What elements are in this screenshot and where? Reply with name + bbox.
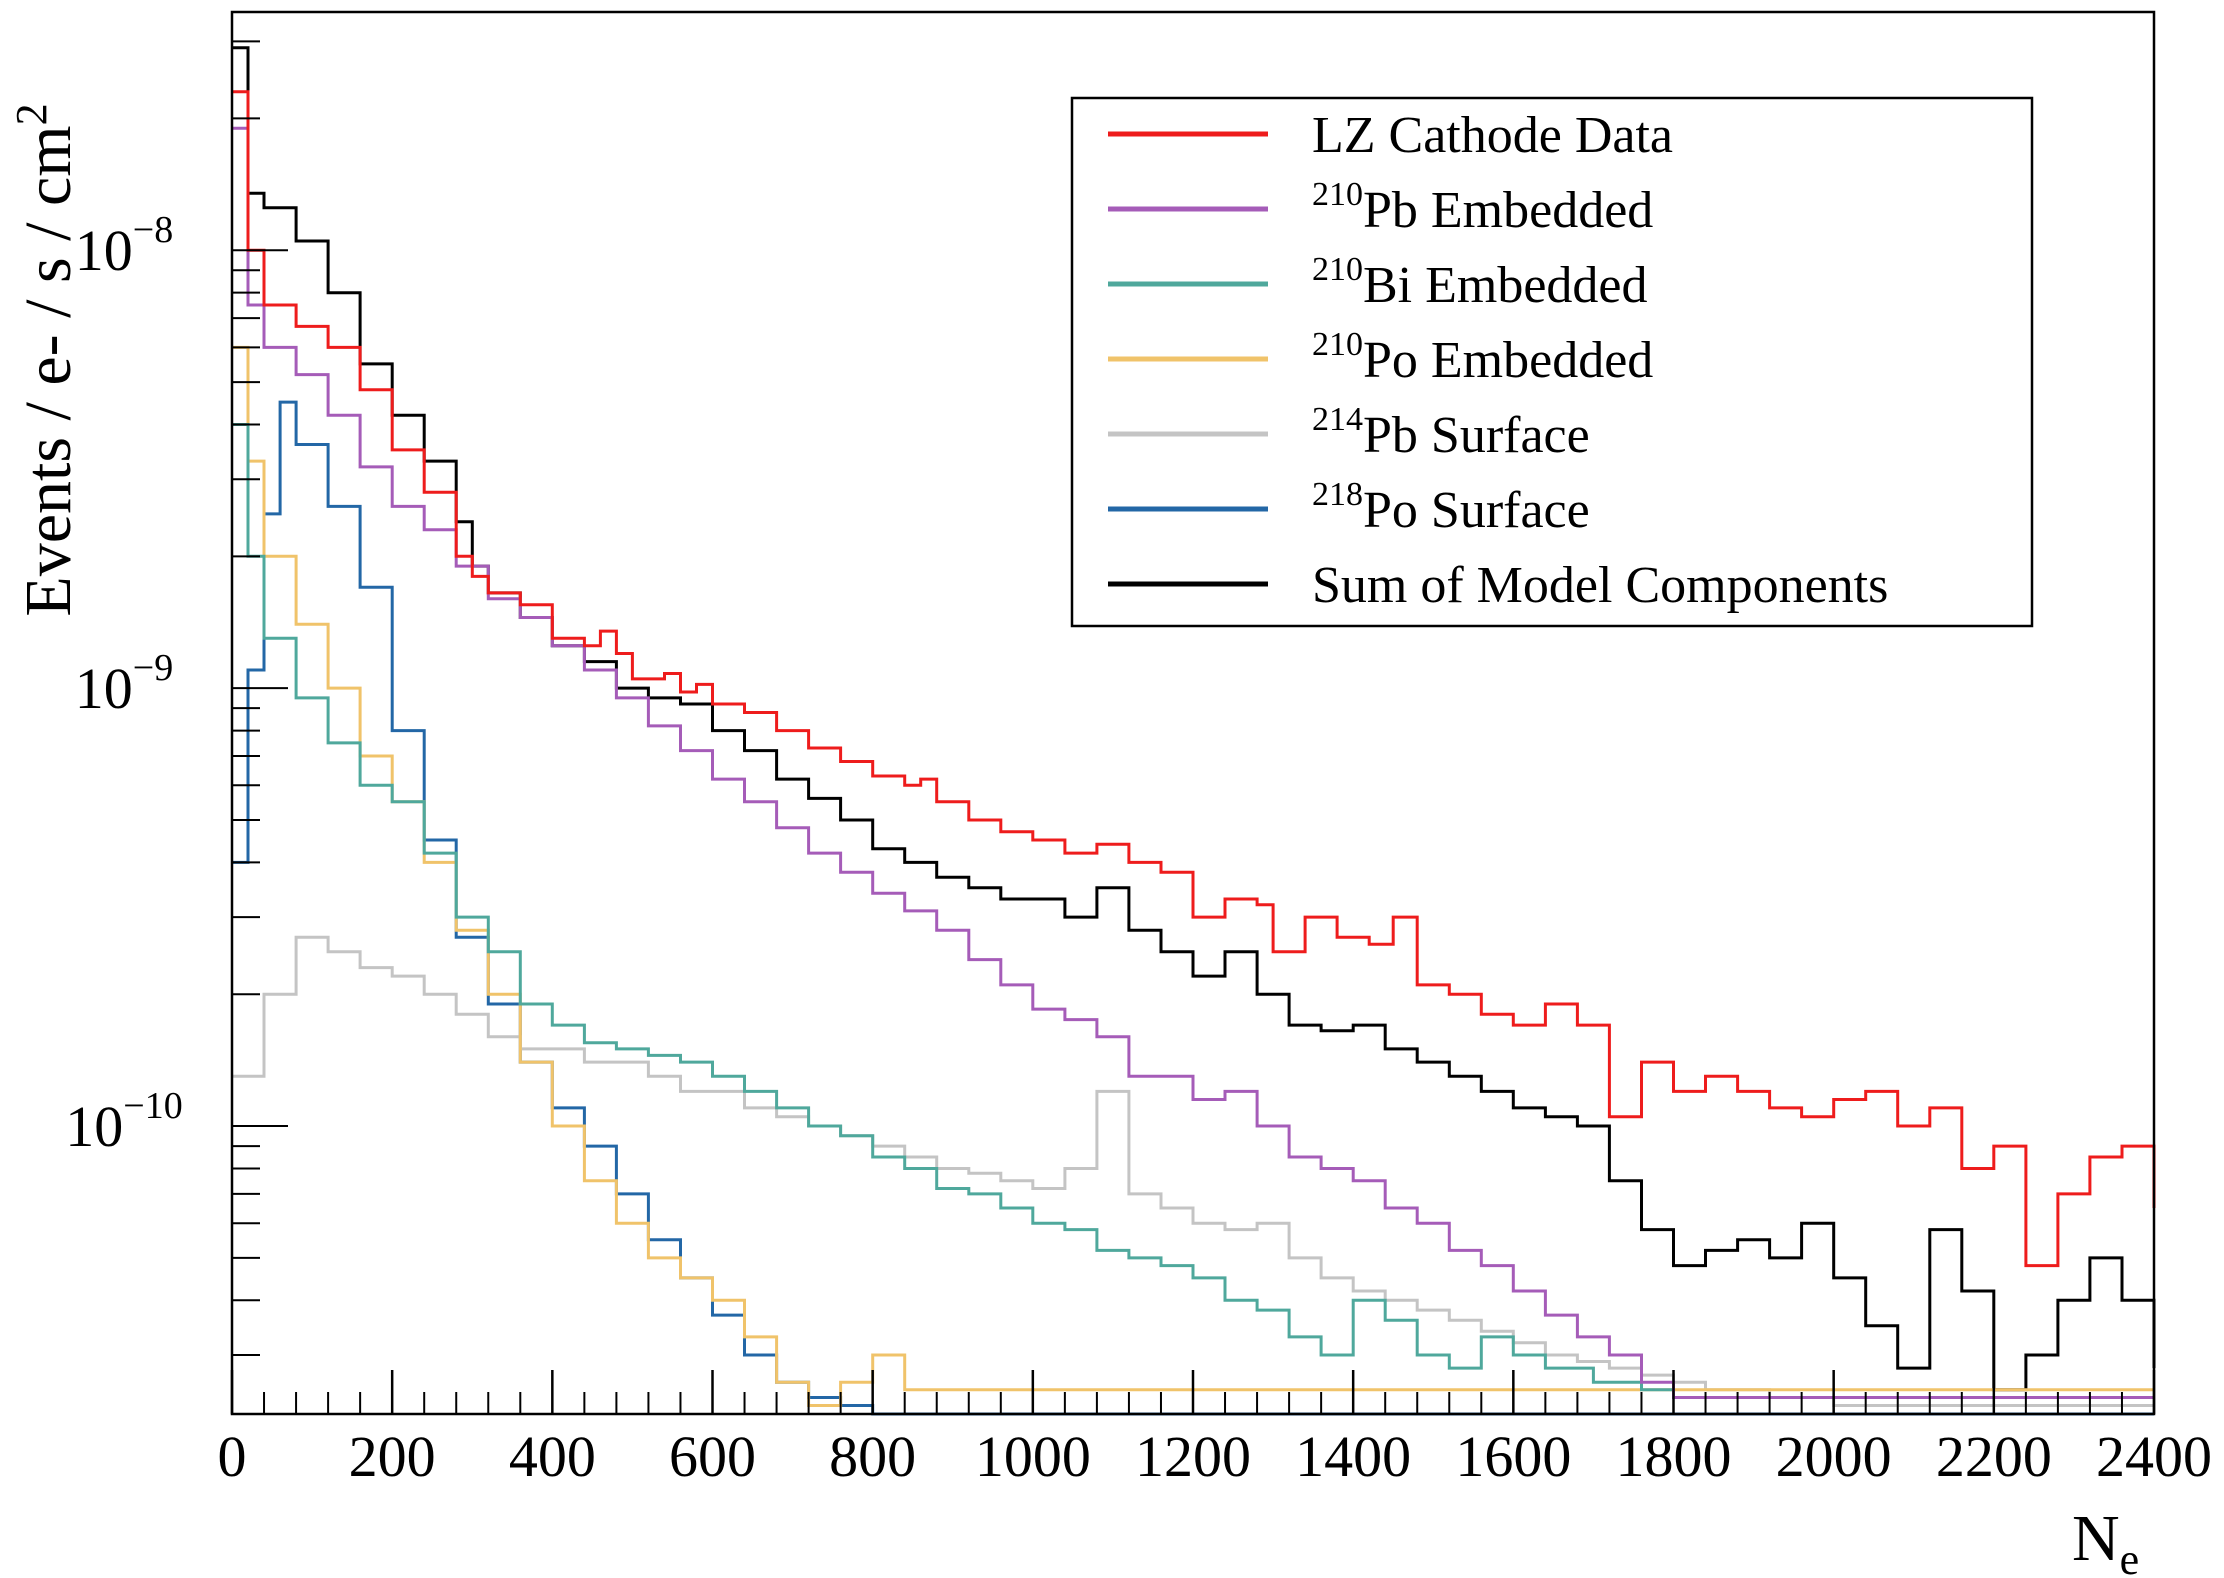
plot-frame [230, 10, 2156, 1416]
x-axis-title: Ne [2072, 1502, 2139, 1578]
series-layer [232, 46, 2156, 1416]
x-tick-label: 400 [509, 1424, 596, 1489]
legend-label-2: 210Bi Embedded [1312, 251, 1648, 314]
series-line-2 [232, 423, 2154, 1399]
legend-label-4: 214Pb Surface [1312, 401, 1590, 464]
legend-box [1070, 96, 2034, 628]
legend-label-3: 210Po Embedded [1312, 326, 1653, 389]
x-tick-label: 200 [349, 1424, 436, 1489]
x-tick-label: 2200 [1936, 1424, 2052, 1489]
legend-label-6: Sum of Model Components [1312, 557, 1888, 614]
axis-layer: 0 200 400 600 800 1000 1200 1400 1600 1800 2000 220… [65, 40, 2212, 1489]
series-line-0 [232, 90, 2156, 1268]
y-tick-label: 10−8 [75, 209, 173, 283]
y-axis-title-main: Events / e- / s / cm [12, 125, 85, 616]
x-tick-label: 1000 [975, 1424, 1091, 1489]
legend-label-5: 218Po Surface [1312, 476, 1590, 539]
x-tick-label: 1400 [1295, 1424, 1411, 1489]
legend: LZ Cathode Data 210Pb Embedded 210Bi Embed… [1070, 96, 2034, 628]
x-tick-label: 2000 [1776, 1424, 1892, 1489]
legend-label-0: LZ Cathode Data [1312, 107, 1673, 164]
x-axis-title-sub: e [2120, 1535, 2140, 1578]
x-tick-label: 0 [218, 1424, 247, 1489]
x-tick-label: 2400 [2096, 1424, 2212, 1489]
legend-label-1: 210Pb Embedded [1312, 176, 1653, 239]
x-tick-label: 1600 [1455, 1424, 1571, 1489]
x-tick-label: 800 [829, 1424, 916, 1489]
y-axis-title-sup: 2 [7, 103, 56, 125]
x-tick-label: 1200 [1135, 1424, 1251, 1489]
y-tick-label: 10−9 [75, 647, 173, 721]
x-tick-label: 600 [669, 1424, 756, 1489]
x-axis-title-main: N [2072, 1502, 2120, 1575]
y-tick-label: 10−10 [65, 1085, 182, 1159]
x-tick-label: 1800 [1616, 1424, 1732, 1489]
y-axis-title: Events / e- / s / cm2 [7, 103, 85, 616]
